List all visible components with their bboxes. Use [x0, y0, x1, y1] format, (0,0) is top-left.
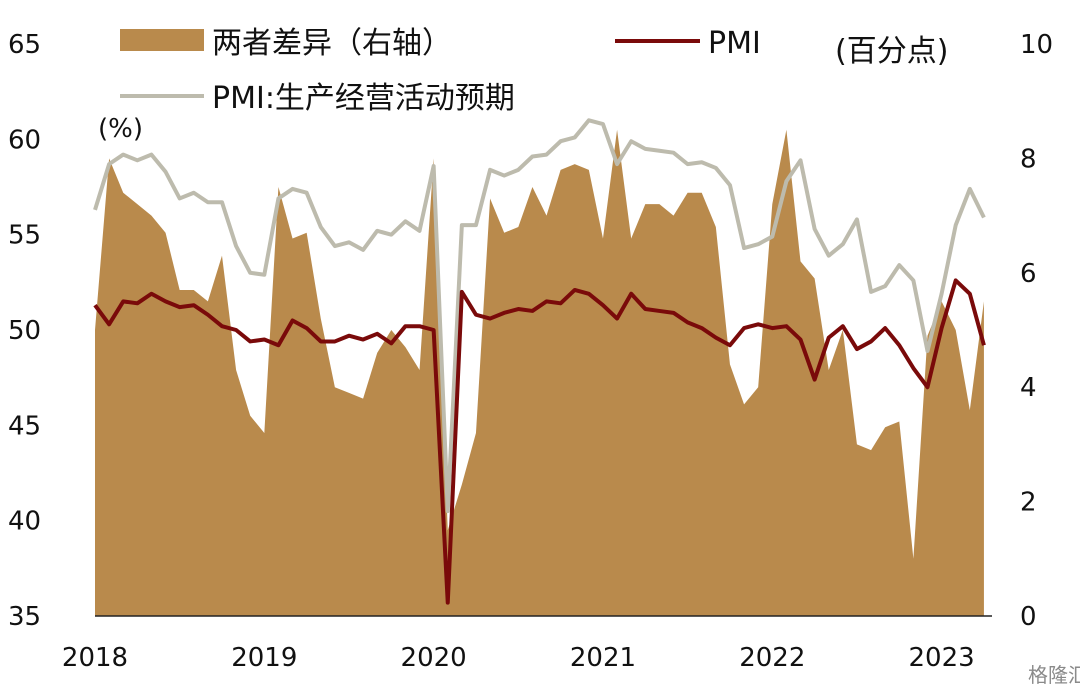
right-tick-label: 4	[1020, 373, 1037, 403]
series-line-pmi	[93, 278, 986, 605]
left-axis-ticks: 65 60 55 50 45 40 35	[8, 30, 41, 632]
right-axis-ticks: 10 8 6 4 2 0	[1020, 30, 1053, 632]
series-layer	[93, 118, 986, 617]
left-unit-label: (%)	[98, 114, 143, 144]
left-tick-label: 40	[8, 507, 41, 537]
left-tick-label: 65	[8, 30, 41, 60]
legend-label-expect: PMI:生产经营活动预期	[212, 81, 515, 116]
x-tick-label: 2023	[909, 643, 975, 673]
left-tick-label: 45	[8, 411, 41, 441]
series-line-expectation	[93, 118, 986, 514]
x-ticks: 2018 2019 2020 2021 2022 2023	[62, 643, 975, 673]
left-tick-label: 35	[8, 602, 41, 632]
x-tick-label: 2021	[570, 643, 636, 673]
legend: 两者差异（右轴） PMI PMI:生产经营活动预期	[120, 26, 761, 116]
legend-swatch-diff	[120, 29, 204, 51]
right-tick-label: 10	[1020, 30, 1053, 60]
right-tick-label: 6	[1020, 259, 1037, 289]
left-tick-label: 50	[8, 316, 41, 346]
right-tick-label: 0	[1020, 602, 1037, 632]
x-tick-label: 2019	[231, 643, 297, 673]
right-tick-label: 8	[1020, 144, 1037, 174]
x-tick-label: 2022	[739, 643, 805, 673]
x-tick-label: 2018	[62, 643, 128, 673]
x-tick-label: 2020	[401, 643, 467, 673]
left-tick-label: 60	[8, 125, 41, 155]
right-unit-label: (百分点)	[835, 34, 948, 69]
right-tick-label: 2	[1020, 488, 1037, 518]
series-area-diff	[95, 129, 984, 617]
legend-label-diff: 两者差异（右轴）	[212, 26, 452, 61]
left-tick-label: 55	[8, 221, 41, 251]
legend-label-pmi: PMI	[708, 26, 761, 61]
watermark-text: 格隆汇	[1028, 663, 1080, 687]
